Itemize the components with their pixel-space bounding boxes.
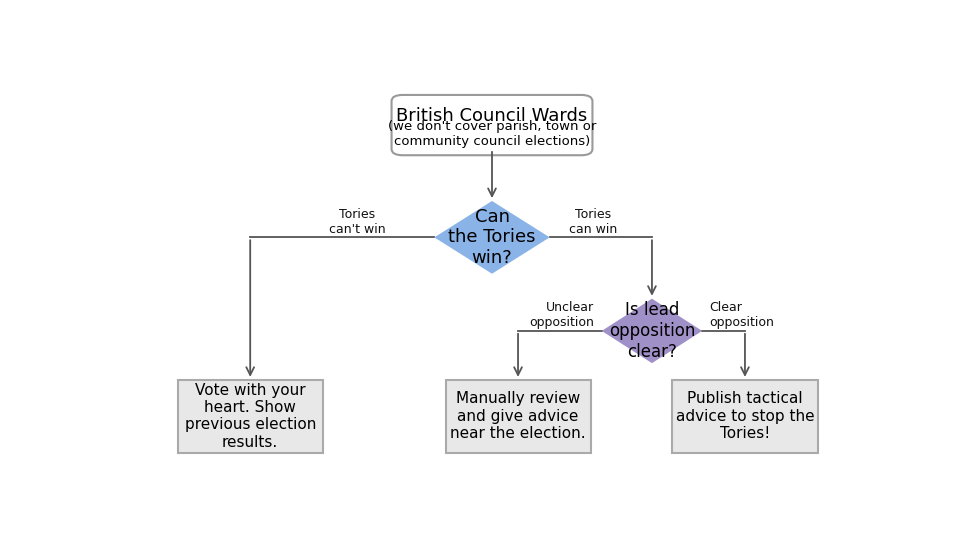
Text: Clear
opposition: Clear opposition <box>709 301 775 329</box>
Text: Manually review
and give advice
near the election.: Manually review and give advice near the… <box>450 392 586 441</box>
Text: Can
the Tories
win?: Can the Tories win? <box>448 207 536 267</box>
Text: Tories
can win: Tories can win <box>569 208 617 235</box>
Bar <box>445 380 590 453</box>
Text: Unclear
opposition: Unclear opposition <box>529 301 594 329</box>
Text: (we don't cover parish, town or
community council elections): (we don't cover parish, town or communit… <box>388 120 596 148</box>
Bar <box>672 380 818 453</box>
Text: Publish tactical
advice to stop the
Tories!: Publish tactical advice to stop the Tori… <box>676 392 814 441</box>
FancyBboxPatch shape <box>392 95 592 155</box>
Text: Tories
can't win: Tories can't win <box>329 208 386 235</box>
Bar <box>178 380 323 453</box>
Polygon shape <box>434 201 550 274</box>
Polygon shape <box>602 299 702 363</box>
Text: Vote with your
heart. Show
previous election
results.: Vote with your heart. Show previous elec… <box>184 382 316 450</box>
Text: British Council Wards: British Council Wards <box>396 107 588 125</box>
Text: Is lead
opposition
clear?: Is lead opposition clear? <box>609 301 695 361</box>
